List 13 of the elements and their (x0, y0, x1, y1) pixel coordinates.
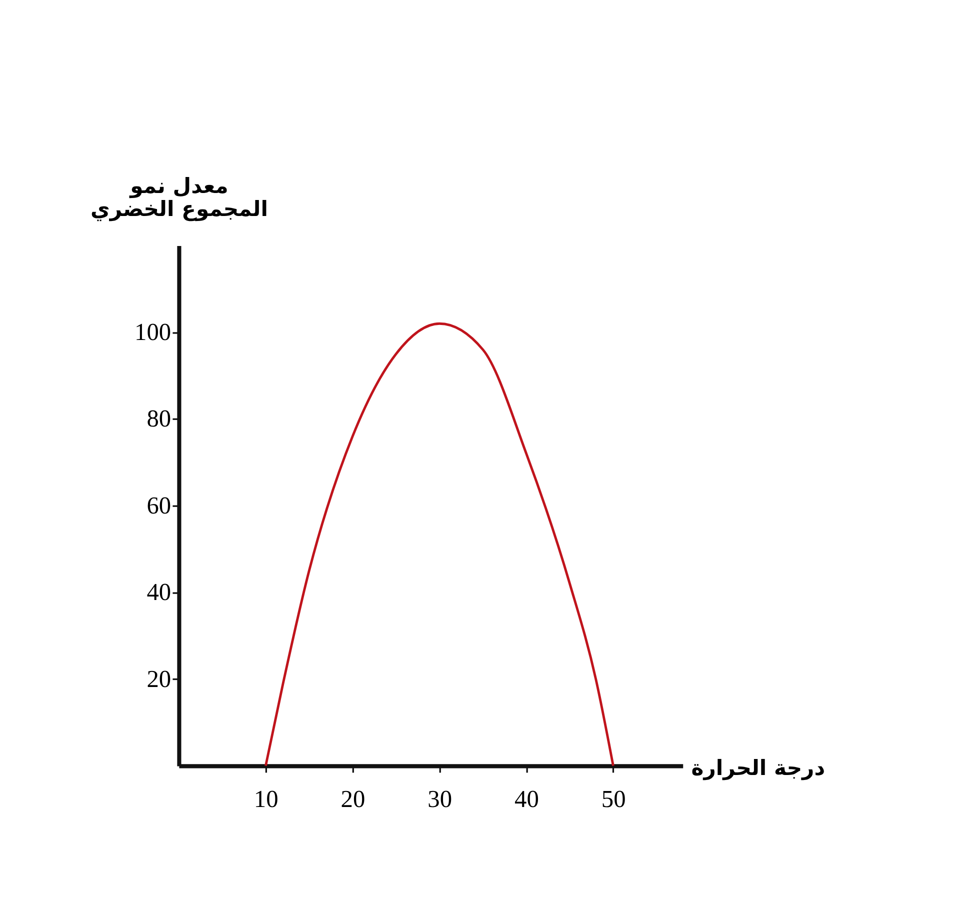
x-tick-label: 30 (428, 786, 452, 813)
y-tick-label: 80 (146, 406, 172, 433)
x-tick-label: 20 (340, 786, 366, 813)
x-axis-title: درجة الحرارة (691, 755, 826, 782)
x-tick-label: 10 (254, 786, 278, 813)
y-axis-title: معدل نمو المجموع الخضري (90, 173, 268, 222)
x-tick-label: 50 (601, 786, 626, 813)
line-series (264, 322, 614, 768)
y-tick-label: 40 (146, 579, 172, 606)
x-tick-label: 40 (514, 786, 539, 813)
y-tick-label: 100 (134, 319, 172, 346)
y-tick-label: 20 (146, 666, 172, 693)
y-tick-label: 60 (146, 492, 172, 520)
